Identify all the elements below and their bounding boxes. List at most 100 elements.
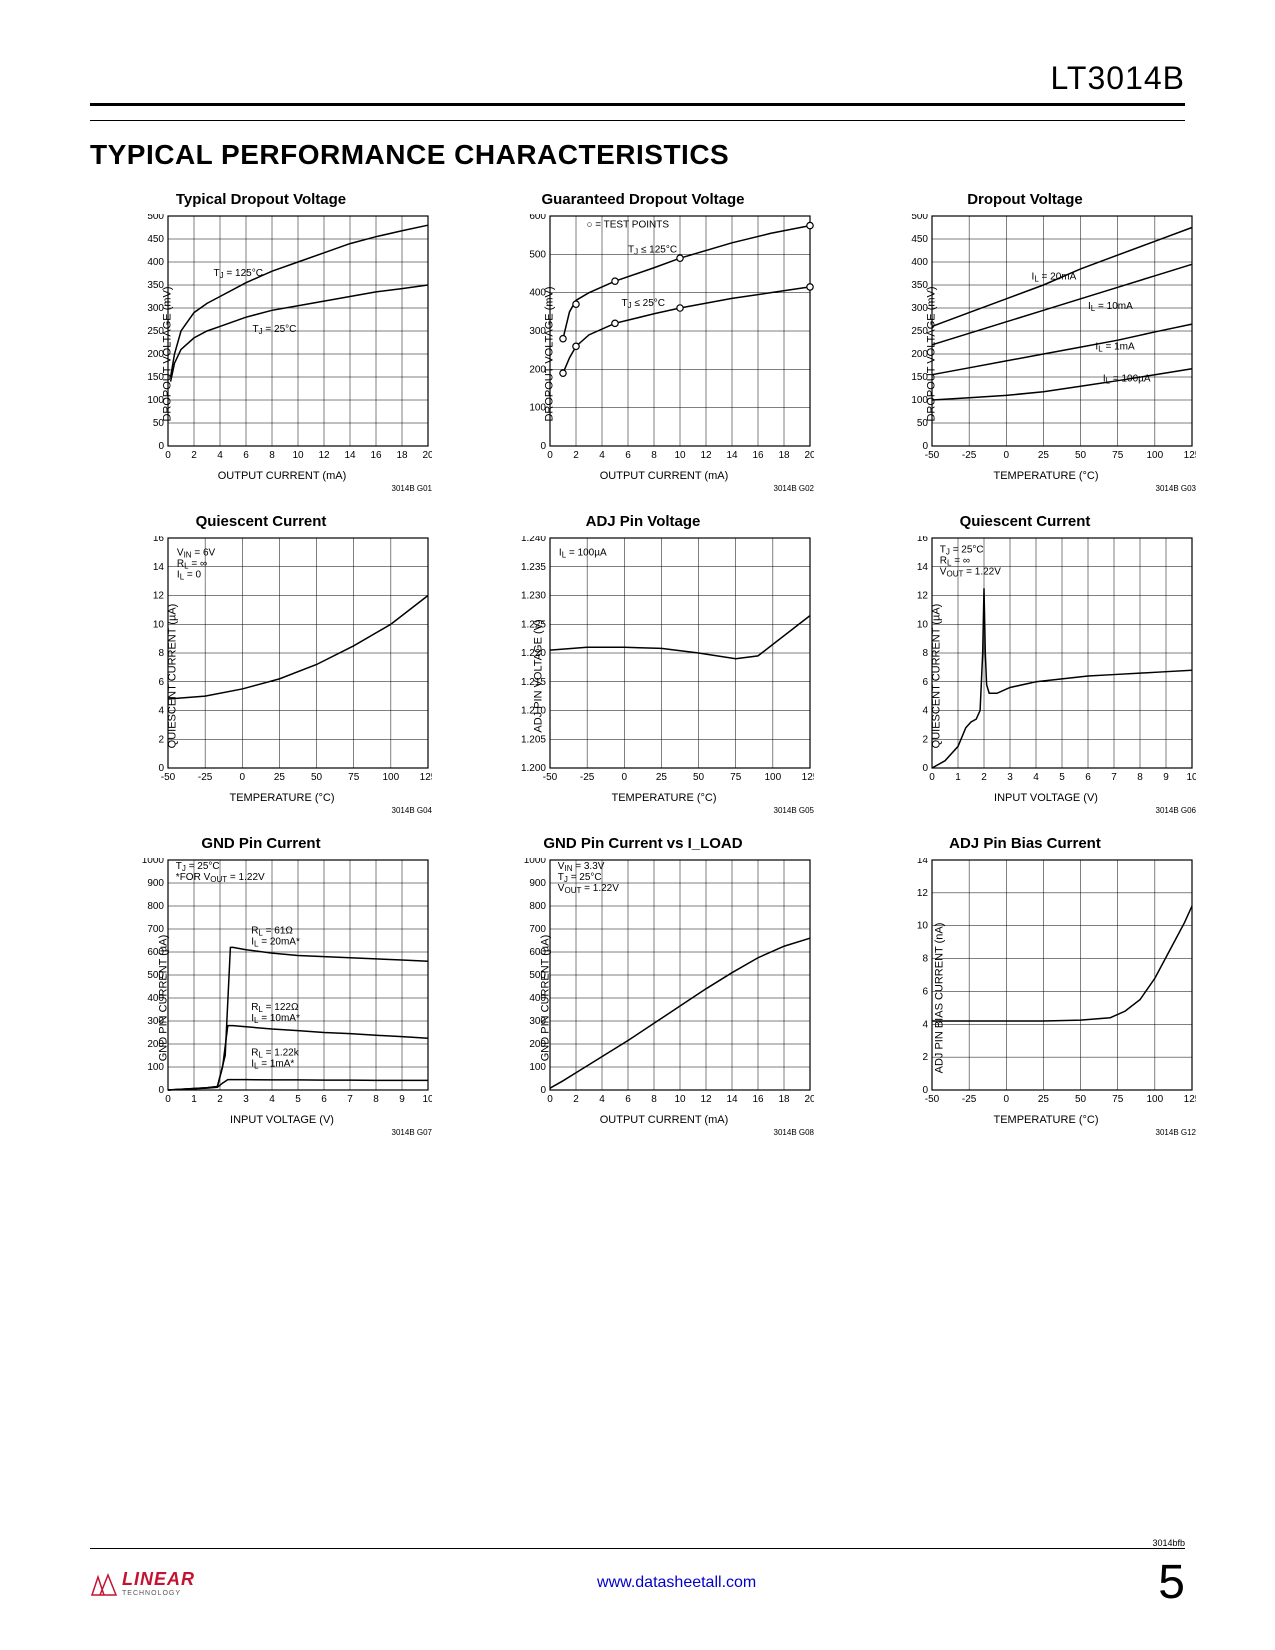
chart-xlabel: INPUT VOLTAGE (V) [132, 1114, 432, 1126]
svg-text:1000: 1000 [524, 858, 547, 866]
svg-text:12: 12 [318, 450, 330, 461]
chart-ylabel: ADJ PIN VOLTAGE (V) [533, 619, 545, 732]
chart-box: GND PIN CURRENT (µA)02468101214161820010… [514, 858, 814, 1137]
chart-title: Dropout Voltage [854, 191, 1196, 208]
svg-text:1.205: 1.205 [521, 734, 546, 745]
chart-xlabel: TEMPERATURE (°C) [132, 792, 432, 804]
logo-tech-text: TECHNOLOGY [122, 1590, 195, 1597]
svg-text:8: 8 [922, 648, 928, 659]
svg-text:4: 4 [599, 1094, 605, 1105]
svg-text:-25: -25 [962, 1094, 977, 1105]
svg-text:16: 16 [917, 536, 929, 544]
svg-text:6: 6 [158, 677, 164, 688]
chart-box: GND PIN CURRENT (µA)01234567891001002003… [132, 858, 432, 1137]
svg-text:20: 20 [804, 450, 814, 461]
svg-text:20: 20 [422, 450, 432, 461]
svg-text:0: 0 [922, 441, 928, 452]
svg-text:100: 100 [1147, 1094, 1164, 1105]
svg-text:10: 10 [917, 619, 929, 630]
svg-text:9: 9 [1163, 772, 1169, 783]
chart-ylabel: QUIESCENT CURRENT (µA) [930, 603, 942, 748]
svg-text:50: 50 [1075, 1094, 1087, 1105]
svg-text:IL = 10mA*: IL = 10mA* [251, 1013, 300, 1025]
svg-text:18: 18 [778, 1094, 790, 1105]
chart-cell: GND Pin Current vs I_LOADGND PIN CURRENT… [472, 835, 814, 1137]
svg-text:50: 50 [693, 772, 705, 783]
svg-text:125: 125 [1184, 1094, 1196, 1105]
svg-text:0: 0 [158, 441, 164, 452]
svg-text:1: 1 [955, 772, 961, 783]
svg-text:75: 75 [348, 772, 360, 783]
svg-text:0: 0 [540, 1085, 546, 1096]
footer: 3014bfb LINEAR TECHNOLOGY www.datasheeta… [90, 1538, 1185, 1610]
svg-text:8: 8 [373, 1094, 379, 1105]
chart-cell: Dropout Voltage DROPOUT VOLTAGE (mV)-50-2… [854, 191, 1196, 493]
svg-text:6: 6 [243, 450, 249, 461]
svg-text:1.240: 1.240 [521, 536, 546, 544]
chart-ylabel: GND PIN CURRENT (µA) [539, 934, 551, 1061]
svg-text:14: 14 [917, 562, 929, 573]
svg-text:8: 8 [158, 648, 164, 659]
svg-text:14: 14 [726, 1094, 738, 1105]
chart-xlabel: TEMPERATURE (°C) [896, 1114, 1196, 1126]
svg-text:12: 12 [153, 591, 165, 602]
svg-text:16: 16 [752, 1094, 764, 1105]
svg-text:25: 25 [274, 772, 286, 783]
chart-id: 3014B G04 [132, 806, 432, 815]
chart-id: 3014B G07 [132, 1128, 432, 1137]
svg-text:1.230: 1.230 [521, 591, 546, 602]
svg-text:IL = 1mA*: IL = 1mA* [251, 1059, 294, 1071]
svg-text:8: 8 [651, 1094, 657, 1105]
svg-text:10: 10 [1186, 772, 1196, 783]
chart-xlabel: INPUT VOLTAGE (V) [896, 792, 1196, 804]
svg-text:700: 700 [529, 924, 546, 935]
svg-text:0: 0 [922, 1085, 928, 1096]
section-title: TYPICAL PERFORMANCE CHARACTERISTICS [90, 139, 1185, 171]
svg-text:IL = 100µA: IL = 100µA [559, 547, 607, 559]
chart-id: 3014B G02 [514, 484, 814, 493]
svg-text:6: 6 [321, 1094, 327, 1105]
svg-text:800: 800 [529, 901, 546, 912]
chart-xlabel: OUTPUT CURRENT (mA) [514, 1114, 814, 1126]
svg-text:TJ ≤ 125°C: TJ ≤ 125°C [628, 244, 677, 256]
svg-text:VOUT = 1.22V: VOUT = 1.22V [940, 566, 1001, 578]
chart-id: 3014B G05 [514, 806, 814, 815]
chart-cell: ADJ Pin VoltageADJ PIN VOLTAGE (V)-50-25… [472, 513, 814, 815]
chart-svg: -50-250255075100125050100150200250300350… [896, 214, 1196, 466]
svg-text:2: 2 [191, 450, 197, 461]
svg-text:7: 7 [347, 1094, 353, 1105]
svg-text:4: 4 [1033, 772, 1039, 783]
chart-svg: 0123456789100100200300400500600700800900… [132, 858, 432, 1110]
chart-id: 3014B G06 [896, 806, 1196, 815]
svg-text:4: 4 [922, 1019, 928, 1030]
svg-text:12: 12 [700, 450, 712, 461]
svg-text:10: 10 [422, 1094, 432, 1105]
svg-text:IL = 100µA: IL = 100µA [1103, 374, 1151, 386]
svg-text:16: 16 [153, 536, 165, 544]
svg-text:100: 100 [383, 772, 400, 783]
svg-text:4: 4 [599, 450, 605, 461]
svg-text:12: 12 [917, 888, 929, 899]
svg-text:6: 6 [922, 986, 928, 997]
chart-title: Quiescent Current [90, 513, 432, 530]
chart-box: DROPOUT VOLTAGE (mV)-50-2502550751001250… [896, 214, 1196, 493]
chart-cell: Quiescent CurrentQUIESCENT CURRENT (µA)-… [90, 513, 432, 815]
svg-text:0: 0 [240, 772, 246, 783]
chart-title: Quiescent Current [854, 513, 1196, 530]
svg-text:10: 10 [674, 1094, 686, 1105]
svg-text:16: 16 [370, 450, 382, 461]
svg-text:2: 2 [922, 734, 928, 745]
svg-text:0: 0 [547, 450, 553, 461]
chart-cell: Typical Dropout VoltageDROPOUT VOLTAGE (… [90, 191, 432, 493]
chart-ylabel: DROPOUT VOLTAGE (mV) [926, 286, 938, 421]
svg-text:-25: -25 [580, 772, 595, 783]
page-number: 5 [1158, 1555, 1185, 1610]
svg-text:2: 2 [158, 734, 164, 745]
footer-url: www.datasheetall.com [597, 1574, 756, 1592]
chart-cell: Quiescent CurrentQUIESCENT CURRENT (µA)0… [854, 513, 1196, 815]
svg-text:1.200: 1.200 [521, 763, 546, 774]
svg-text:0: 0 [1004, 1094, 1010, 1105]
svg-text:8: 8 [269, 450, 275, 461]
chart-xlabel: OUTPUT CURRENT (mA) [514, 470, 814, 482]
svg-text:8: 8 [1137, 772, 1143, 783]
